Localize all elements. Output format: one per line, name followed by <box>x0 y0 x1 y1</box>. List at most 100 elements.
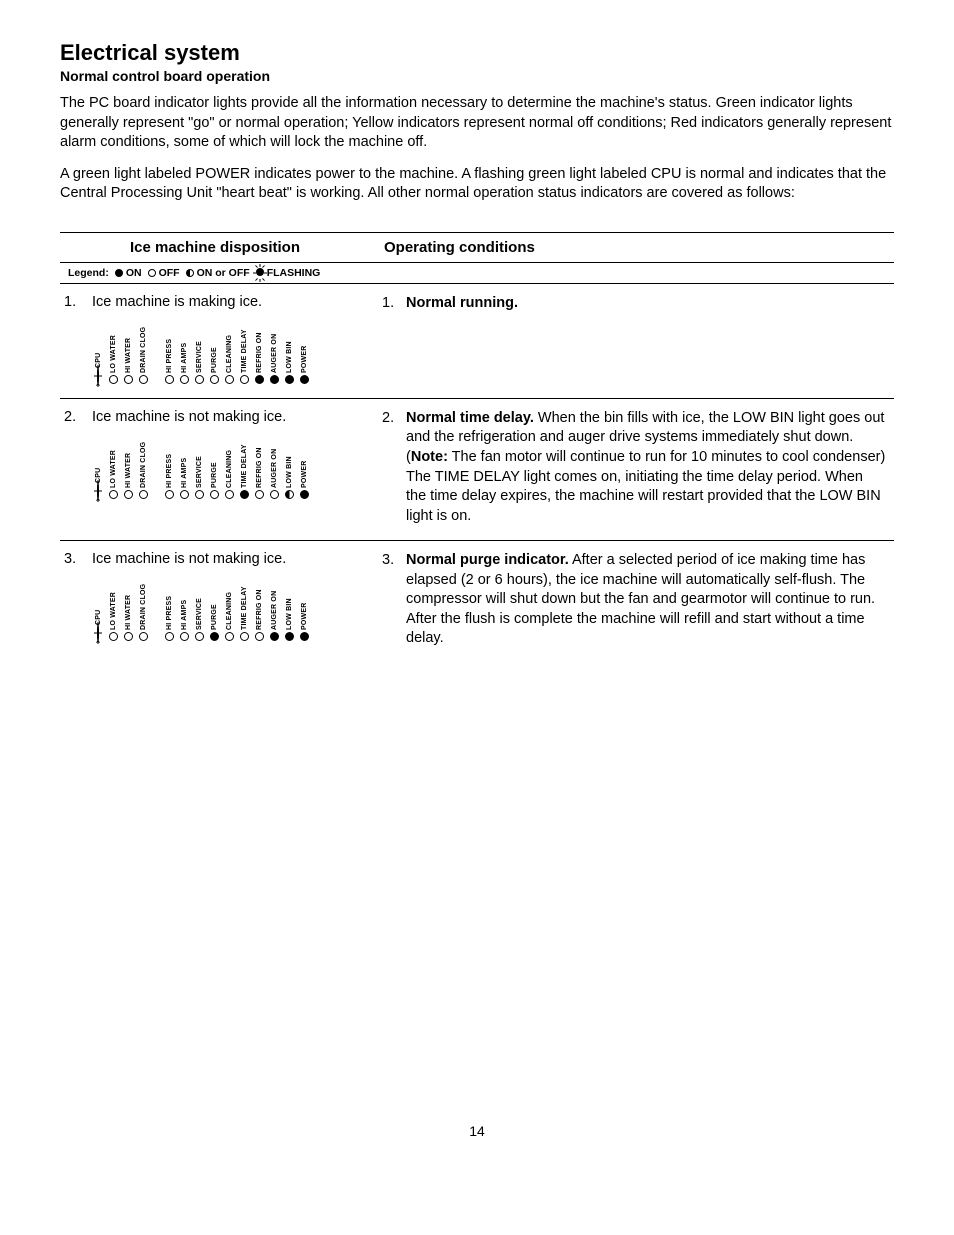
legend-off: OFF <box>148 267 180 279</box>
col-header-disposition: Ice machine disposition <box>60 233 370 262</box>
page-title: Electrical system <box>60 40 894 66</box>
legend-row: Legend: ON OFF ON or OFF FLASHING <box>60 263 894 284</box>
led-indicator: HI AMPS <box>178 321 190 384</box>
led-label: LO WATER <box>110 321 117 373</box>
led-indicator: REFRIG ON <box>253 578 265 641</box>
led-indicator: LO WATER <box>107 321 119 384</box>
legend-flashing-text: FLASHING <box>267 267 321 279</box>
led-label: HI WATER <box>125 436 132 488</box>
page-subtitle: Normal control board operation <box>60 68 894 84</box>
led-label: HI WATER <box>125 578 132 630</box>
led-indicator: HI AMPS <box>178 436 190 499</box>
led-label: POWER <box>301 578 308 630</box>
led-label: SERVICE <box>196 578 203 630</box>
led-indicator: POWER <box>298 321 310 384</box>
led-label: SERVICE <box>196 321 203 373</box>
legend-off-text: OFF <box>159 267 180 279</box>
led-indicator: HI WATER <box>122 578 134 641</box>
led-label: AUGER ON <box>271 436 278 488</box>
disposition-title: Ice machine is making ice. <box>92 294 362 310</box>
led-indicator: CPU <box>92 431 104 499</box>
led-indicator: SERVICE <box>193 436 205 499</box>
led-indicator: LO WATER <box>107 436 119 499</box>
condition-cell: 1.Normal running. <box>370 294 894 384</box>
led-indicator: POWER <box>298 578 310 641</box>
led-label: LOW BIN <box>286 321 293 373</box>
led-label: PURGE <box>211 436 218 488</box>
led-indicator: CPU <box>92 316 104 384</box>
condition-number: 1. <box>382 294 406 314</box>
led-label: CPU <box>95 573 102 625</box>
led-indicator: DRAIN CLOG <box>137 578 149 641</box>
disposition-title: Ice machine is not making ice. <box>92 551 362 567</box>
led-label: REFRIG ON <box>256 321 263 373</box>
table-header-row: Ice machine disposition Operating condit… <box>60 233 894 263</box>
led-label: TIME DELAY <box>241 578 248 630</box>
condition-text: Normal time delay. When the bin fills wi… <box>406 409 886 526</box>
led-label: LO WATER <box>110 436 117 488</box>
led-indicator: LO WATER <box>107 578 119 641</box>
led-indicator: DRAIN CLOG <box>137 321 149 384</box>
legend-on-text: ON <box>126 267 142 279</box>
led-indicator: CLEANING <box>223 436 235 499</box>
led-label: LOW BIN <box>286 578 293 630</box>
led-label: HI AMPS <box>181 578 188 630</box>
legend-onoff-text: ON or OFF <box>197 267 250 279</box>
row-number: 1. <box>64 294 92 310</box>
led-indicator: CPU <box>92 573 104 641</box>
led-label: TIME DELAY <box>241 321 248 373</box>
led-label: HI PRESS <box>166 321 173 373</box>
disposition-cell: 2.Ice machine is not making ice.CPULO WA… <box>60 409 370 526</box>
led-indicator: TIME DELAY <box>238 578 250 641</box>
table-row: 1.Ice machine is making ice.CPULO WATERH… <box>60 284 894 399</box>
led-panel: CPU LO WATER HI WATER DRAIN CLOG HI PRESS HI … <box>64 316 362 384</box>
led-indicator: HI AMPS <box>178 578 190 641</box>
led-label: CPU <box>95 431 102 483</box>
condition-number: 2. <box>382 409 406 526</box>
led-label: DRAIN CLOG <box>140 321 147 373</box>
led-indicator: SERVICE <box>193 578 205 641</box>
led-label: HI PRESS <box>166 578 173 630</box>
led-indicator: TIME DELAY <box>238 436 250 499</box>
table-row: 3.Ice machine is not making ice. CPU LO WA… <box>60 541 894 663</box>
led-indicator: REFRIG ON <box>253 321 265 384</box>
led-label: CLEANING <box>226 578 233 630</box>
led-label: CLEANING <box>226 321 233 373</box>
led-indicator: POWER <box>298 436 310 499</box>
intro-paragraph-2: A green light labeled POWER indicates po… <box>60 165 894 204</box>
led-indicator: REFRIG ON <box>253 436 265 499</box>
disposition-title: Ice machine is not making ice. <box>92 409 362 425</box>
legend-cell: Legend: ON OFF ON or OFF FLASHING <box>60 263 370 283</box>
led-label: LO WATER <box>110 578 117 630</box>
led-indicator: HI PRESS <box>163 436 175 499</box>
led-label: PURGE <box>211 321 218 373</box>
led-label: LOW BIN <box>286 436 293 488</box>
led-indicator: HI PRESS <box>163 578 175 641</box>
led-indicator: CLEANING <box>223 321 235 384</box>
led-panel: CPU LO WATER HI WATER DRAIN CLOG HI PRESS HI … <box>64 573 362 641</box>
led-indicator: CLEANING <box>223 578 235 641</box>
led-label: CLEANING <box>226 436 233 488</box>
legend-flashing: FLASHING <box>256 267 321 279</box>
led-indicator: PURGE <box>208 321 220 384</box>
led-label: HI AMPS <box>181 321 188 373</box>
led-label: AUGER ON <box>271 321 278 373</box>
led-indicator: AUGER ON <box>268 321 280 384</box>
led-indicator: HI WATER <box>122 321 134 384</box>
led-label: DRAIN CLOG <box>140 578 147 630</box>
led-indicator: SERVICE <box>193 321 205 384</box>
condition-text: Normal purge indicator. After a selected… <box>406 551 886 649</box>
led-indicator: PURGE <box>208 578 220 641</box>
led-indicator: LOW BIN <box>283 321 295 384</box>
led-indicator: LOW BIN <box>283 578 295 641</box>
led-label: HI WATER <box>125 321 132 373</box>
row-number: 3. <box>64 551 92 567</box>
condition-text: Normal running. <box>406 294 886 314</box>
disposition-cell: 1.Ice machine is making ice. CPU LO WATER H… <box>60 294 370 384</box>
led-label: DRAIN CLOG <box>140 436 147 488</box>
led-indicator: LOW BIN <box>283 436 295 499</box>
legend-onoff: ON or OFF <box>186 267 250 279</box>
led-label: REFRIG ON <box>256 578 263 630</box>
led-indicator: TIME DELAY <box>238 321 250 384</box>
led-indicator: HI PRESS <box>163 321 175 384</box>
